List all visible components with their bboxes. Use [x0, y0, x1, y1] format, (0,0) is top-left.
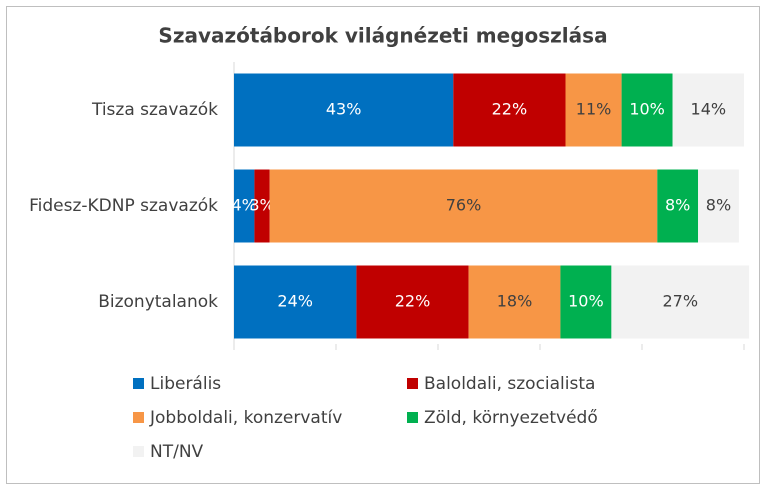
bar-segment: [234, 265, 357, 339]
legend-label: Jobboldali, konzervatív: [149, 408, 342, 428]
data-label: 8%: [665, 196, 690, 215]
bar-segment: [611, 265, 750, 339]
y-tick-label: Fidesz-KDNP szavazók: [29, 196, 218, 216]
bar-segment: [698, 169, 739, 243]
legend-swatch: [133, 378, 144, 389]
data-label: 76%: [446, 196, 482, 215]
data-label: 3%: [249, 196, 274, 215]
data-label: 27%: [662, 292, 698, 311]
data-label: 10%: [568, 292, 604, 311]
bar-segment: [453, 73, 566, 147]
data-label: 8%: [706, 196, 731, 215]
bar-segment: [234, 73, 454, 147]
legend-label: Zöld, környezetvédő: [424, 408, 598, 428]
data-label: 22%: [492, 100, 528, 119]
data-label: 11%: [576, 100, 612, 119]
legend-swatch: [133, 412, 144, 423]
legend-swatch: [407, 378, 418, 389]
bar-segment: [560, 265, 612, 339]
data-label: 22%: [395, 292, 431, 311]
bar-segment: [565, 73, 622, 147]
bar-segment: [621, 73, 673, 147]
bar-segment: [234, 169, 255, 243]
data-label: 4%: [232, 196, 257, 215]
data-label: 24%: [277, 292, 313, 311]
chart-title: Szavazótáborok világnézeti megoszlása: [158, 24, 607, 48]
y-tick-label: Bizonytalanok: [98, 292, 218, 312]
bar-segment: [269, 169, 658, 243]
legend-swatch: [407, 412, 418, 423]
legend-swatch: [133, 446, 144, 457]
data-label: 14%: [691, 100, 727, 119]
data-label: 18%: [497, 292, 533, 311]
bar-segment: [672, 73, 744, 147]
y-tick-label: Tisza szavazók: [91, 100, 218, 120]
legend-label: Baloldali, szocialista: [424, 374, 595, 394]
legend-label: NT/NV: [150, 442, 204, 462]
bar-segment: [657, 169, 699, 243]
data-label: 43%: [326, 100, 362, 119]
bar-segment: [356, 265, 469, 339]
bar-segment: [468, 265, 561, 339]
data-label: 10%: [629, 100, 665, 119]
bar-segment: [254, 169, 270, 243]
legend-label: Liberális: [150, 374, 221, 394]
